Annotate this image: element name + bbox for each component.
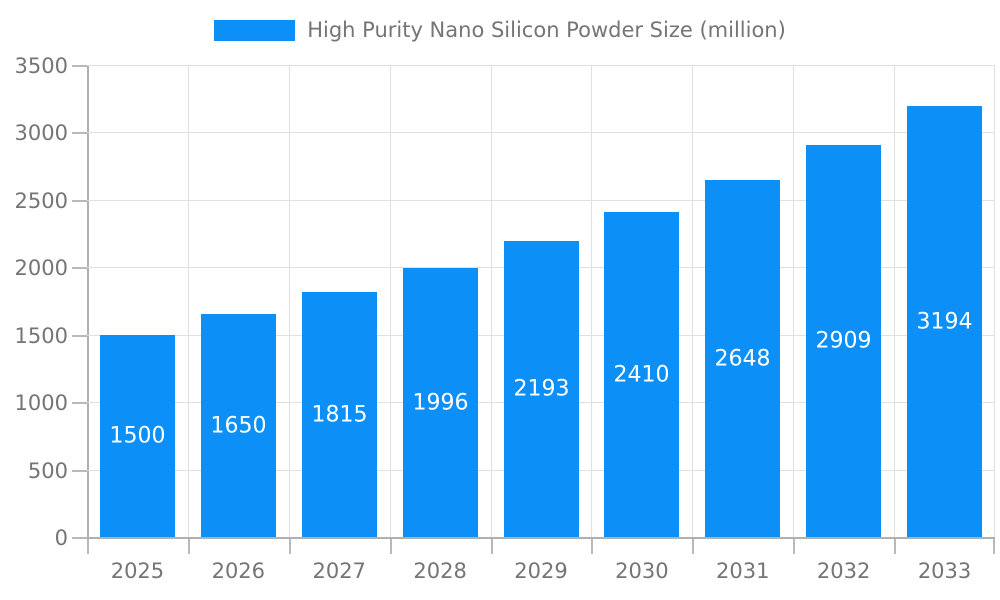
gridline-v — [692, 65, 693, 537]
y-axis-tick — [72, 65, 87, 67]
bar-2033: 3194 — [907, 106, 982, 537]
bar-value-label: 1500 — [109, 423, 166, 449]
y-axis-tick — [72, 402, 87, 404]
x-tick-label: 2027 — [312, 559, 366, 583]
bar-2026: 1650 — [201, 314, 276, 537]
gridline-h — [87, 65, 995, 66]
y-axis-tick — [72, 200, 87, 202]
y-axis-tick — [72, 470, 87, 472]
legend-swatch[interactable] — [214, 19, 296, 41]
chart-legend[interactable]: High Purity Nano Silicon Powder Size (mi… — [0, 18, 1000, 42]
x-tick-label: 2030 — [615, 559, 669, 583]
y-axis-tick — [72, 335, 87, 337]
y-tick-label: 3000 — [14, 121, 68, 145]
gridline-h — [87, 132, 995, 133]
x-tick-label: 2029 — [514, 559, 568, 583]
x-axis-tick — [993, 539, 995, 554]
legend-label[interactable]: High Purity Nano Silicon Powder Size (mi… — [307, 18, 786, 42]
plot-area: 1500 1650 1815 1996 2193 2410 2648 2909 3194 — [72, 65, 995, 554]
bar-2029: 2193 — [504, 241, 579, 537]
x-axis-tick — [491, 539, 493, 554]
bar-value-label: 1650 — [210, 413, 267, 438]
x-axis-tick — [289, 539, 291, 554]
x-axis-tick — [188, 539, 190, 554]
bar-value-label: 1815 — [311, 402, 368, 427]
bar-value-label: 2193 — [513, 376, 570, 402]
bar-value-label: 1996 — [412, 390, 469, 415]
y-tick-label: 2000 — [14, 256, 68, 280]
y-axis-line — [87, 65, 89, 539]
x-axis-tick — [390, 539, 392, 554]
x-axis-tick — [591, 539, 593, 554]
bar-2028: 1996 — [403, 268, 478, 537]
gridline-v — [491, 65, 492, 537]
x-tick-label: 2031 — [716, 559, 770, 583]
y-tick-label: 1000 — [14, 391, 68, 415]
bar-value-label: 2909 — [815, 328, 872, 354]
gridline-v — [289, 65, 290, 537]
y-tick-label: 2500 — [14, 189, 68, 213]
x-tick-label: 2028 — [413, 559, 467, 583]
x-tick-label: 2032 — [816, 559, 871, 583]
gridline-v — [894, 65, 895, 537]
x-axis-line — [87, 537, 995, 539]
gridline-v — [188, 65, 189, 537]
bar-value-label: 3194 — [916, 309, 973, 334]
y-tick-label: 1500 — [14, 324, 68, 348]
y-tick-label: 3500 — [14, 54, 68, 78]
bar-2027: 1815 — [302, 292, 377, 537]
bar-2031: 2648 — [705, 180, 780, 537]
y-axis-labels: 0 500 1000 1500 2000 2500 3000 3500 — [0, 54, 68, 550]
gridline-v — [994, 65, 995, 537]
gridline-h — [87, 200, 995, 201]
x-tick-label: 2033 — [917, 559, 972, 583]
y-tick-label: 500 — [27, 459, 68, 483]
bar-2032: 2909 — [806, 145, 881, 537]
x-axis-tick — [894, 539, 896, 554]
gridline-v — [390, 65, 391, 537]
bar-value-label: 2648 — [714, 346, 771, 371]
bar-2030: 2410 — [604, 212, 679, 537]
x-axis-tick — [87, 539, 89, 554]
bar-2025: 1500 — [100, 335, 175, 537]
x-axis-tick — [793, 539, 795, 554]
y-tick-label: 0 — [54, 526, 68, 550]
x-axis-tick — [692, 539, 694, 554]
y-axis-tick — [72, 132, 87, 134]
y-axis-tick — [72, 267, 87, 269]
x-tick-label: 2025 — [110, 559, 165, 583]
x-axis-labels: 2025 2026 2027 2028 2029 2030 2031 2032 2033 — [87, 539, 995, 589]
gridline-v — [793, 65, 794, 537]
y-axis-tick — [72, 537, 87, 539]
gridline-v — [591, 65, 592, 537]
bar-value-label: 2410 — [613, 362, 670, 387]
x-tick-label: 2026 — [211, 559, 266, 583]
